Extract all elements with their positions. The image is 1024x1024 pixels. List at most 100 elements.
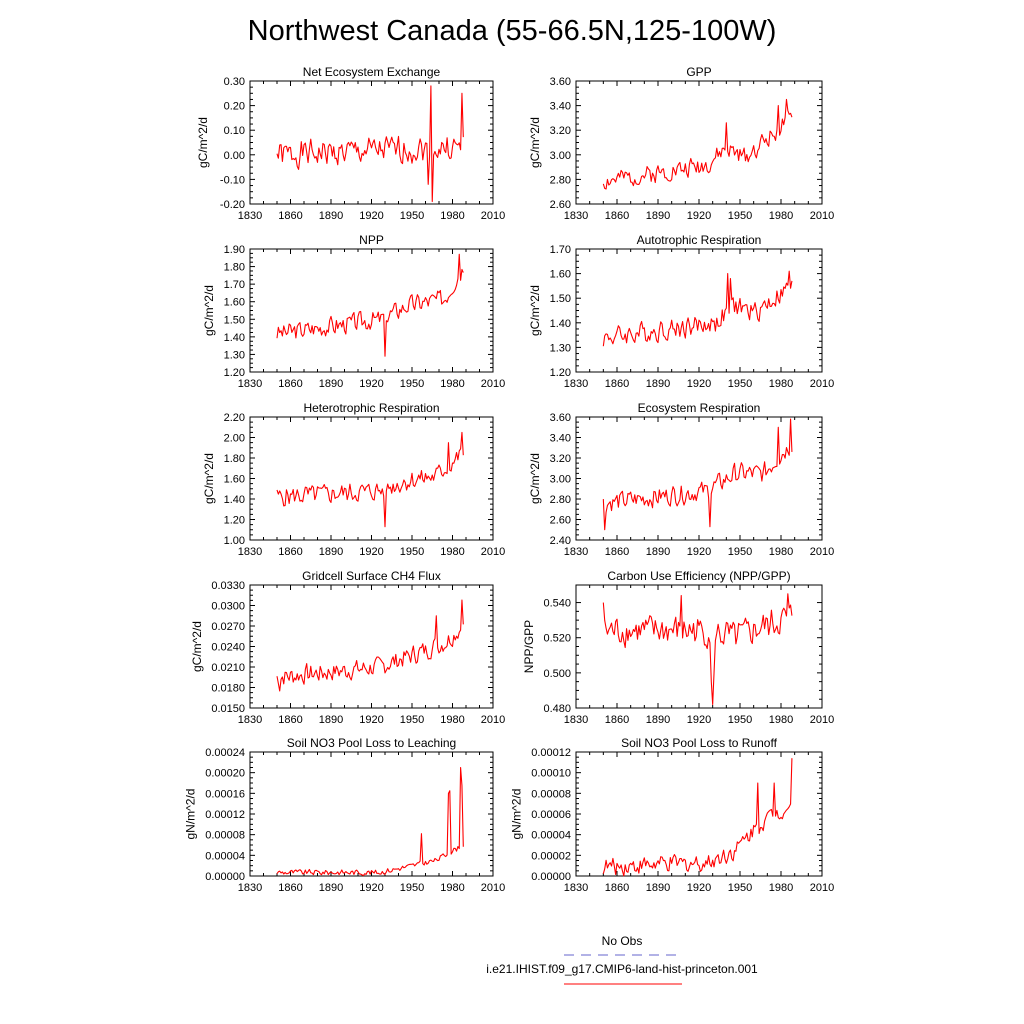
- panels: Net Ecosystem Exchange 1830 1860 1890 1920 19…: [184, 65, 835, 894]
- series-line: [276, 599, 464, 692]
- x-tick-label: 1890: [646, 378, 670, 390]
- x-tick-label: 2010: [810, 378, 834, 390]
- y-tick-label: 3.00: [550, 150, 571, 162]
- y-tick-label: 1.40: [224, 494, 245, 506]
- x-tick-label: 1950: [400, 546, 424, 558]
- y-tick-label: 0.00004: [205, 850, 245, 862]
- y-tick-label: 1.70: [550, 244, 571, 256]
- x-tick-label: 1890: [319, 882, 343, 894]
- x-tick-label: 1980: [440, 378, 464, 390]
- x-tick-label: 1860: [605, 714, 629, 726]
- series-line: [602, 758, 793, 877]
- y-tick-label: 1.40: [550, 318, 571, 330]
- y-tick-label: 2.40: [550, 535, 571, 547]
- x-tick-label: 1860: [278, 546, 302, 558]
- plot-frame: [249, 416, 494, 541]
- x-tick-label: 1860: [605, 210, 629, 222]
- series-line: [276, 766, 464, 877]
- x-tick-label: 1950: [400, 882, 424, 894]
- y-tick-label: 0.0240: [211, 642, 245, 654]
- panel-10: Soil NO3 Pool Loss to Runoff 1830 1860 1890…: [510, 736, 835, 894]
- x-tick-label: 1920: [687, 378, 711, 390]
- y-tick-label: 1.30: [224, 349, 245, 361]
- x-tick-label: 1950: [728, 882, 752, 894]
- x-tick-label: 1980: [440, 210, 464, 222]
- y-tick-label: 0.00016: [205, 788, 245, 800]
- plot-frame: [575, 584, 823, 709]
- y-tick-label: 0.500: [543, 668, 571, 680]
- panel-title: NPP: [359, 233, 384, 247]
- y-axis-label: gC/m^2/d: [190, 621, 204, 672]
- x-tick-label: 1950: [728, 546, 752, 558]
- y-tick-label: 0.00024: [205, 747, 245, 759]
- x-tick-label: 2010: [481, 546, 505, 558]
- y-tick-label: 2.80: [550, 494, 571, 506]
- y-tick-label: 0.480: [543, 703, 571, 715]
- y-tick-label: 0.520: [543, 633, 571, 645]
- y-tick-label: 2.00: [224, 433, 245, 445]
- y-tick-label: 1.80: [224, 453, 245, 465]
- x-tick-label: 1950: [400, 714, 424, 726]
- x-tick-label: 1830: [238, 546, 262, 558]
- x-tick-label: 1890: [319, 546, 343, 558]
- x-tick-label: 1890: [319, 378, 343, 390]
- x-tick-label: 1860: [605, 546, 629, 558]
- x-tick-label: 2010: [810, 210, 834, 222]
- y-tick-label: 3.00: [550, 474, 571, 486]
- x-tick-label: 1830: [564, 210, 588, 222]
- plot-frame: [575, 80, 823, 205]
- panel-title: Net Ecosystem Exchange: [303, 65, 441, 79]
- y-tick-label: 0.30: [224, 76, 245, 88]
- plot-frame: [249, 751, 494, 877]
- panel-9: Soil NO3 Pool Loss to Leaching 1830 1860 18…: [184, 736, 506, 894]
- y-tick-label: 1.20: [224, 515, 245, 527]
- plot-frame: [575, 416, 823, 541]
- x-tick-label: 1950: [728, 378, 752, 390]
- x-tick-label: 1860: [278, 714, 302, 726]
- y-tick-label: 0.0180: [211, 683, 245, 695]
- y-axis-label: gC/m^2/d: [202, 453, 216, 504]
- y-tick-label: 0.00012: [531, 747, 571, 759]
- x-tick-label: 1980: [769, 714, 793, 726]
- x-tick-label: 1890: [319, 210, 343, 222]
- y-tick-label: 0.00004: [531, 830, 571, 842]
- x-tick-label: 2010: [481, 882, 505, 894]
- x-tick-label: 2010: [810, 714, 834, 726]
- x-tick-label: 1920: [359, 882, 383, 894]
- y-tick-label: 0.00: [224, 150, 245, 162]
- x-tick-label: 1980: [769, 378, 793, 390]
- y-tick-label: 3.60: [550, 76, 571, 88]
- panel-title: Heterotrophic Respiration: [303, 401, 439, 415]
- y-tick-label: 0.00002: [531, 850, 571, 862]
- y-tick-label: 3.20: [550, 125, 571, 137]
- x-tick-label: 1950: [728, 714, 752, 726]
- x-tick-label: 1890: [646, 714, 670, 726]
- y-axis-label: gC/m^2/d: [528, 117, 542, 168]
- legend-label-no-obs: No Obs: [602, 934, 643, 948]
- x-tick-label: 1950: [400, 378, 424, 390]
- panel-1: Net Ecosystem Exchange 1830 1860 1890 1920 19…: [196, 65, 505, 222]
- series-line: [602, 270, 793, 347]
- panel-title: Soil NO3 Pool Loss to Leaching: [287, 736, 456, 750]
- panel-8: Carbon Use Efficiency (NPP/GPP) 1830 1860 1…: [522, 569, 834, 726]
- y-axis-label: NPP/GPP: [522, 620, 536, 673]
- x-tick-label: 1830: [238, 714, 262, 726]
- panel-title: GPP: [686, 65, 711, 79]
- y-axis-label: gN/m^2/d: [184, 789, 198, 840]
- x-tick-label: 1890: [646, 210, 670, 222]
- y-tick-label: 3.40: [550, 101, 571, 113]
- y-tick-label: 0.20: [224, 101, 245, 113]
- panel-6: Ecosystem Respiration 1830 1860 1890 1920 195…: [528, 401, 834, 558]
- x-tick-label: 1830: [564, 378, 588, 390]
- y-tick-label: 1.50: [550, 293, 571, 305]
- y-tick-label: 1.30: [550, 342, 571, 354]
- x-tick-label: 2010: [810, 882, 834, 894]
- y-axis-label: gN/m^2/d: [510, 789, 524, 840]
- y-tick-label: 1.60: [550, 269, 571, 281]
- y-tick-label: 2.60: [550, 199, 571, 211]
- plot-frame: [249, 248, 494, 373]
- y-tick-label: -0.20: [220, 199, 245, 211]
- x-tick-label: 1890: [319, 714, 343, 726]
- y-tick-label: 0.10: [224, 125, 245, 137]
- x-tick-label: 1980: [769, 882, 793, 894]
